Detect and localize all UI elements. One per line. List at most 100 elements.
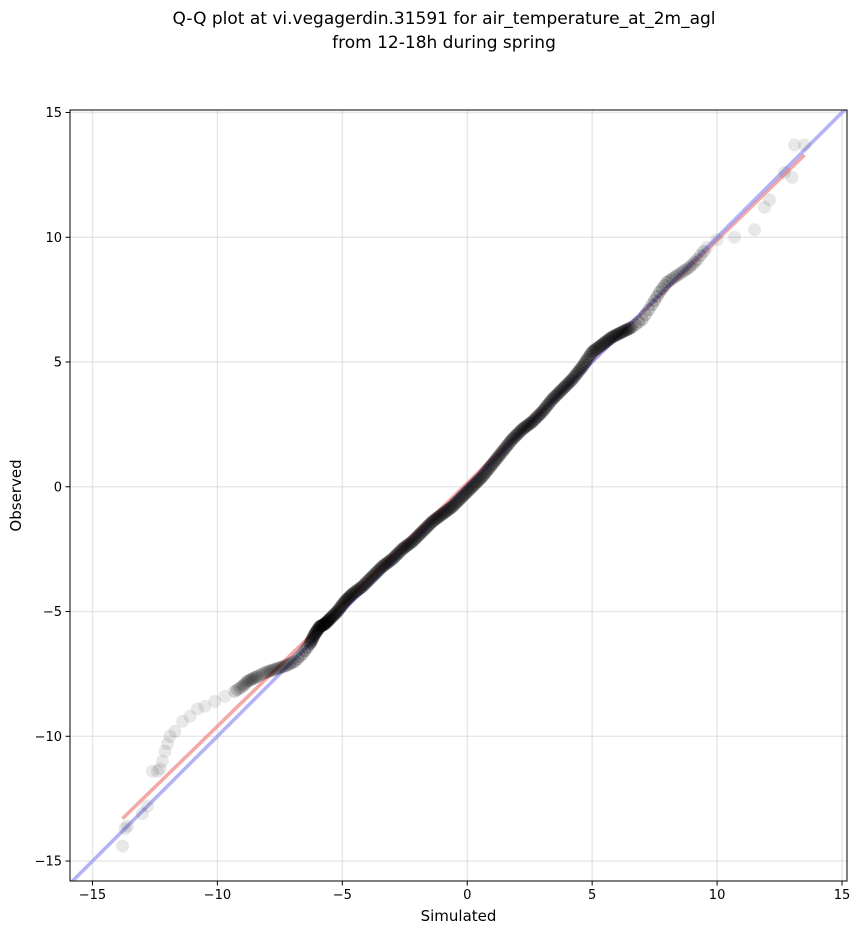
quantile-points [115, 138, 812, 853]
qq-point [475, 470, 489, 484]
qq-point [455, 490, 469, 504]
qq-point-fill [434, 508, 448, 522]
qq-point-fill [333, 601, 347, 615]
qq-point-fill [364, 571, 378, 585]
qq-point-fill [312, 621, 326, 635]
y-tick-label: 10 [45, 231, 62, 246]
x-tick-label: 10 [709, 888, 726, 903]
qq-point [118, 822, 132, 836]
qq-point-fill [487, 455, 501, 469]
qq-point [515, 422, 529, 436]
qq-point [545, 392, 559, 406]
qq-point-fill [562, 376, 576, 390]
qq-point-fill [520, 419, 534, 433]
qq-point [145, 764, 159, 778]
qq-point [748, 223, 762, 237]
qq-point-fill [382, 555, 396, 569]
qq-point-fill [577, 358, 591, 371]
qq-point-fill [314, 619, 328, 633]
qq-point-fill [592, 340, 606, 354]
qq-point-fill [557, 381, 571, 395]
qq-point [160, 737, 174, 751]
qq-point-fill [462, 483, 476, 497]
qq-point-fill [350, 583, 364, 597]
qq-point [135, 807, 149, 821]
qq-point [690, 253, 704, 267]
qq-point [495, 445, 509, 459]
qq-point [183, 709, 197, 723]
qq-point-fill [537, 403, 551, 417]
qq-point-fill [429, 512, 443, 526]
qq-point-fill [359, 576, 373, 590]
qq-point [265, 663, 279, 677]
qq-point [798, 138, 812, 152]
qq-point-fill [559, 379, 573, 393]
qq-point-fill [334, 600, 348, 614]
qq-point-fill [306, 630, 320, 644]
qq-point-fill [233, 681, 247, 695]
qq-point-fill [347, 586, 361, 600]
qq-point-fill [489, 453, 503, 467]
qq-point-fill [432, 510, 446, 524]
qq-point-fill [310, 624, 324, 638]
qq-point-fill [492, 449, 506, 463]
qq-point-fill [372, 563, 386, 577]
qq-point [280, 658, 294, 672]
qq-point [228, 684, 242, 698]
qq-point-fill [454, 491, 468, 505]
qq-point [555, 382, 569, 396]
qq-point-fill [539, 401, 553, 415]
qq-point-fill [337, 596, 351, 610]
qq-point-fill [370, 565, 384, 579]
qq-point-fill [554, 384, 568, 398]
y-tick-label: 0 [54, 480, 62, 495]
qq-point-fill [439, 505, 453, 519]
qq-point-fill [311, 622, 325, 636]
qq-point-fill [570, 366, 584, 380]
qq-point [175, 714, 189, 728]
qq-point-fill [552, 386, 566, 400]
qq-point-fill [527, 413, 541, 427]
qq-point-fill [658, 278, 672, 292]
qq-point-fill [567, 370, 581, 384]
qq-point-fill [319, 616, 333, 630]
qq-point [565, 372, 579, 386]
y-tick-label: 5 [54, 356, 62, 371]
qq-point-fill [490, 451, 504, 465]
qq-point [273, 661, 287, 675]
qq-point-fill [422, 518, 436, 532]
qq-point-fill [550, 387, 564, 401]
qq-point-fill [440, 503, 454, 517]
qq-point-fill [352, 582, 366, 596]
qq-point [235, 679, 249, 693]
qq-point-fill [420, 520, 434, 534]
qq-point [525, 415, 539, 429]
qq-point [425, 515, 439, 529]
qq-point [163, 729, 177, 743]
qq-point-fill [510, 427, 524, 441]
qq-point-fill [237, 678, 251, 692]
qq-point-fill [410, 530, 424, 544]
qq-point-fill [342, 591, 356, 605]
qq-point-fill [678, 264, 692, 278]
qq-point-fill [459, 486, 473, 500]
qq-point-fill [407, 533, 421, 547]
qq-point-fill [603, 331, 617, 345]
qq-point-fill [612, 327, 626, 341]
qq-point-fill [442, 502, 456, 516]
qq-point-fill [549, 389, 563, 403]
qq-point [345, 587, 359, 601]
qq-point-fill [613, 326, 627, 340]
qq-point-fill [602, 333, 616, 347]
qq-point-fill [617, 324, 631, 338]
qq-point-fill [332, 603, 346, 617]
qq-point [295, 647, 309, 661]
qq-point-fill [632, 315, 646, 329]
qq-point [308, 627, 322, 641]
qq-point-fill [529, 412, 543, 426]
qq-point-fill [560, 377, 574, 391]
qq-point-fill [564, 374, 578, 388]
qq-point [728, 230, 742, 244]
qq-point-fill [260, 665, 274, 679]
